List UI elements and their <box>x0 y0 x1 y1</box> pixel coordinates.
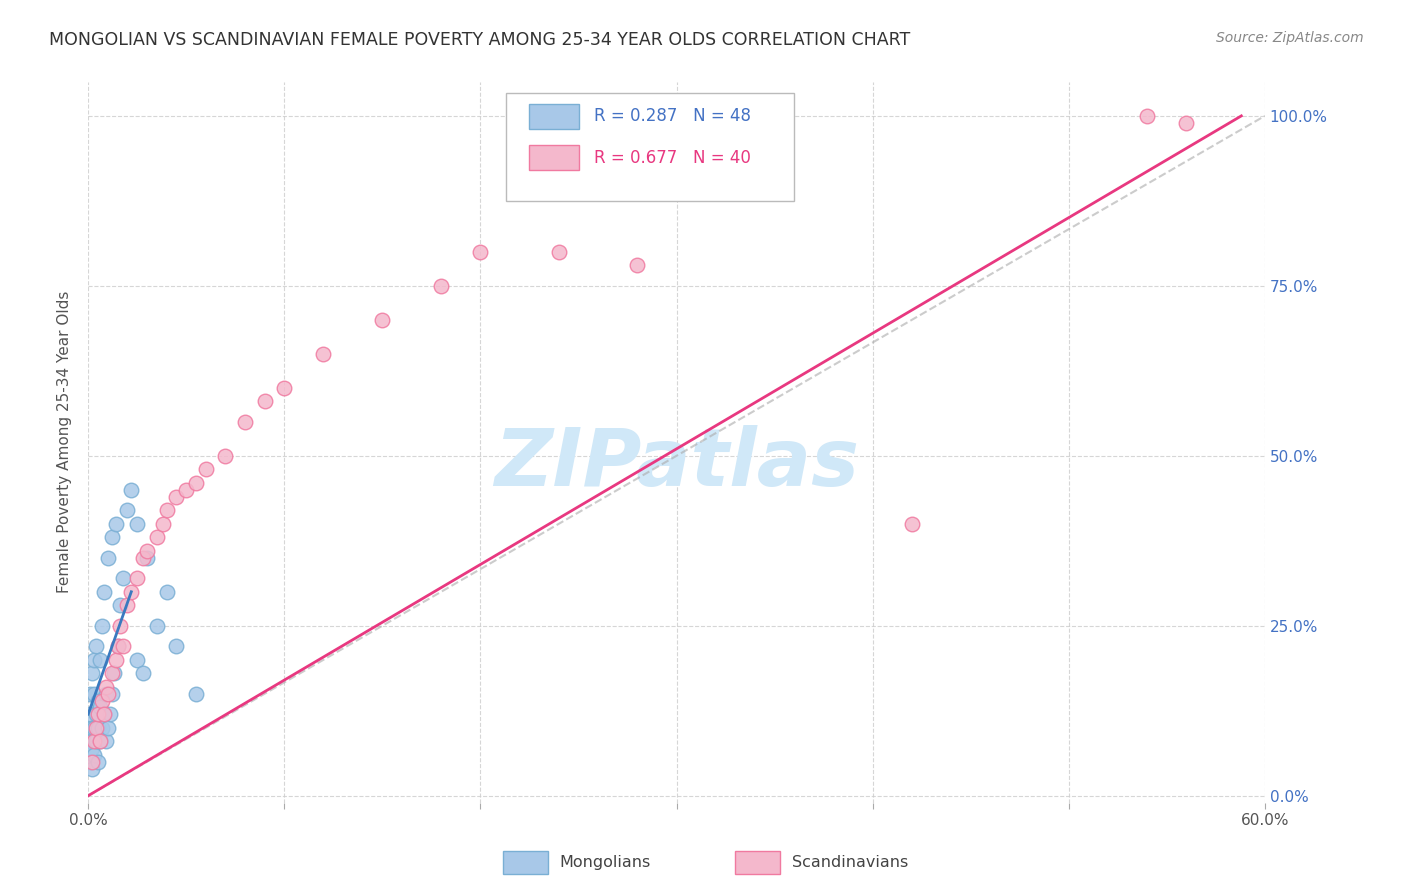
Point <box>127 571 149 585</box>
Point <box>194 462 217 476</box>
Point <box>136 544 159 558</box>
Point <box>184 687 207 701</box>
Point <box>430 278 453 293</box>
Point <box>89 700 111 714</box>
Point <box>80 762 103 776</box>
Point <box>83 747 105 762</box>
Point <box>107 639 129 653</box>
Point <box>901 516 924 531</box>
Point <box>174 483 197 497</box>
Point <box>136 550 159 565</box>
Point <box>97 687 120 701</box>
Point <box>152 516 174 531</box>
Point <box>80 741 103 756</box>
Point <box>100 687 122 701</box>
Point <box>80 666 103 681</box>
Point <box>103 666 125 681</box>
Point <box>94 680 117 694</box>
Point <box>84 721 107 735</box>
Point <box>80 721 103 735</box>
Point <box>104 653 127 667</box>
Point <box>97 550 120 565</box>
Point <box>97 721 120 735</box>
Point <box>233 415 256 429</box>
Point <box>93 707 115 722</box>
Point <box>94 687 117 701</box>
Point <box>90 693 112 707</box>
Point <box>89 734 111 748</box>
Point <box>87 707 110 722</box>
Point <box>120 483 142 497</box>
Point <box>184 475 207 490</box>
Text: R = 0.677   N = 40: R = 0.677 N = 40 <box>595 149 751 167</box>
Point <box>83 687 105 701</box>
Text: Mongolians: Mongolians <box>560 855 651 870</box>
Point <box>155 584 177 599</box>
Text: ZIPatlas: ZIPatlas <box>494 425 859 503</box>
Point <box>132 550 155 565</box>
Point <box>79 687 101 701</box>
Point <box>84 707 107 722</box>
Point <box>117 503 139 517</box>
Text: MONGOLIAN VS SCANDINAVIAN FEMALE POVERTY AMONG 25-34 YEAR OLDS CORRELATION CHART: MONGOLIAN VS SCANDINAVIAN FEMALE POVERTY… <box>49 31 911 49</box>
Point <box>108 599 131 613</box>
Point <box>83 653 105 667</box>
Point <box>253 394 276 409</box>
Point <box>155 503 177 517</box>
Point <box>1136 109 1159 123</box>
Point <box>87 721 110 735</box>
Point <box>104 516 127 531</box>
Point <box>273 381 295 395</box>
Point <box>100 666 122 681</box>
Point <box>165 639 187 653</box>
Point <box>79 721 101 735</box>
Point <box>146 530 169 544</box>
Text: R = 0.287   N = 48: R = 0.287 N = 48 <box>595 108 751 126</box>
Point <box>90 721 112 735</box>
Text: Source: ZipAtlas.com: Source: ZipAtlas.com <box>1216 31 1364 45</box>
Point <box>98 707 121 722</box>
Point <box>84 734 107 748</box>
Point <box>89 653 111 667</box>
Point <box>87 755 110 769</box>
FancyBboxPatch shape <box>506 93 794 201</box>
Point <box>94 734 117 748</box>
Point <box>214 449 236 463</box>
Point <box>371 313 394 327</box>
Text: Scandinavians: Scandinavians <box>792 855 908 870</box>
Point <box>312 347 335 361</box>
Point <box>1175 116 1198 130</box>
Point <box>117 599 139 613</box>
Point <box>87 693 110 707</box>
Point <box>79 734 101 748</box>
Point <box>84 639 107 653</box>
FancyBboxPatch shape <box>530 145 579 169</box>
Point <box>120 584 142 599</box>
Point <box>132 666 155 681</box>
Point <box>79 755 101 769</box>
Point <box>80 755 103 769</box>
Point <box>100 530 122 544</box>
Point <box>146 619 169 633</box>
Point <box>127 516 149 531</box>
Point <box>127 653 149 667</box>
Point <box>93 584 115 599</box>
Point <box>83 734 105 748</box>
Point <box>89 734 111 748</box>
FancyBboxPatch shape <box>530 104 579 128</box>
Point <box>547 244 569 259</box>
Point <box>165 490 187 504</box>
Point <box>626 259 648 273</box>
Point <box>665 109 688 123</box>
Point <box>108 619 131 633</box>
Point <box>470 244 492 259</box>
Point <box>90 619 112 633</box>
Y-axis label: Female Poverty Among 25-34 Year Olds: Female Poverty Among 25-34 Year Olds <box>58 291 72 593</box>
Point <box>112 571 135 585</box>
Point <box>93 707 115 722</box>
Point <box>112 639 135 653</box>
Point <box>107 639 129 653</box>
Point <box>83 721 105 735</box>
Point <box>79 707 101 722</box>
